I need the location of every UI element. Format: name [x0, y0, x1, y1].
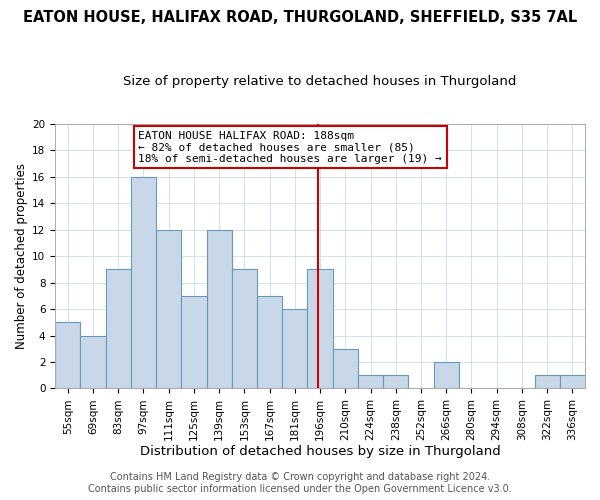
Bar [383, 376, 409, 388]
Bar [434, 362, 459, 388]
Bar [535, 376, 560, 388]
Bar [257, 296, 282, 388]
Title: Size of property relative to detached houses in Thurgoland: Size of property relative to detached ho… [124, 75, 517, 88]
Bar [106, 270, 131, 388]
Bar [131, 177, 156, 388]
Bar [156, 230, 181, 388]
Bar [232, 270, 257, 388]
Bar [206, 230, 232, 388]
Bar [332, 349, 358, 389]
Bar [80, 336, 106, 388]
Bar [358, 376, 383, 388]
X-axis label: Distribution of detached houses by size in Thurgoland: Distribution of detached houses by size … [140, 444, 500, 458]
Text: EATON HOUSE, HALIFAX ROAD, THURGOLAND, SHEFFIELD, S35 7AL: EATON HOUSE, HALIFAX ROAD, THURGOLAND, S… [23, 10, 577, 25]
Bar [55, 322, 80, 388]
Bar [560, 376, 585, 388]
Bar [181, 296, 206, 388]
Bar [307, 270, 332, 388]
Text: Contains HM Land Registry data © Crown copyright and database right 2024.
Contai: Contains HM Land Registry data © Crown c… [88, 472, 512, 494]
Text: EATON HOUSE HALIFAX ROAD: 188sqm
← 82% of detached houses are smaller (85)
18% o: EATON HOUSE HALIFAX ROAD: 188sqm ← 82% o… [139, 130, 442, 164]
Y-axis label: Number of detached properties: Number of detached properties [15, 163, 28, 349]
Bar [282, 309, 307, 388]
